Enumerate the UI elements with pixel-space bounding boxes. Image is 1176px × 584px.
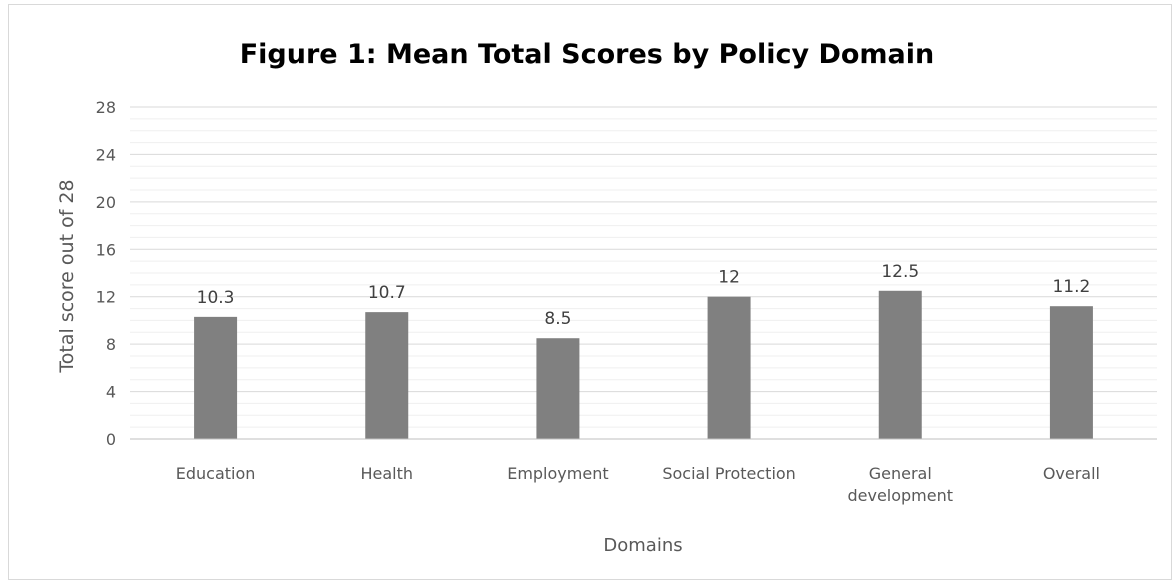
y-axis-label: Total score out of 28 [56,179,78,373]
x-tick-label: Overall [1043,464,1100,483]
x-tick-label: Social Protection [662,464,795,483]
y-tick-label: 12 [96,288,116,307]
x-tick-label: Education [176,464,256,483]
bar [1049,306,1093,439]
data-label: 12 [718,268,740,288]
x-axis-label: Domains [603,535,682,556]
y-tick-label: 20 [96,193,116,212]
chart-frame: Figure 1: Mean Total Scores by Policy Do… [8,4,1172,580]
x-tick-label: Health [360,464,413,483]
y-tick-label: 24 [96,145,116,164]
bar [365,312,409,439]
y-tick-label: 16 [96,240,116,259]
y-tick-label: 8 [106,335,116,354]
bars [194,290,1093,439]
x-tick-label: General development [847,464,953,505]
bar-chart: Figure 1: Mean Total Scores by Policy Do… [56,39,1157,556]
chart-title: Figure 1: Mean Total Scores by Policy Do… [240,39,935,70]
y-tick-label: 4 [106,383,116,402]
data-label: 12.5 [881,262,919,282]
data-label: 11.2 [1052,277,1090,297]
y-tick-label: 28 [96,98,116,117]
bar [194,316,238,439]
y-axis-ticks: 0 4 8 12 16 20 24 28 [96,98,116,449]
bar [707,296,751,439]
data-label: 8.5 [544,309,571,329]
x-tick-label: Employment [507,464,608,483]
gridlines [130,106,1157,440]
data-label: 10.7 [368,283,406,303]
bar [536,338,580,439]
bar [878,290,922,439]
data-labels: 10.3 10.7 8.5 12 12.5 11.2 [197,262,1091,329]
x-axis-categories: Education Health Employment Social Protecti… [176,464,1100,505]
y-tick-label: 0 [106,430,116,449]
data-label: 10.3 [197,288,235,308]
